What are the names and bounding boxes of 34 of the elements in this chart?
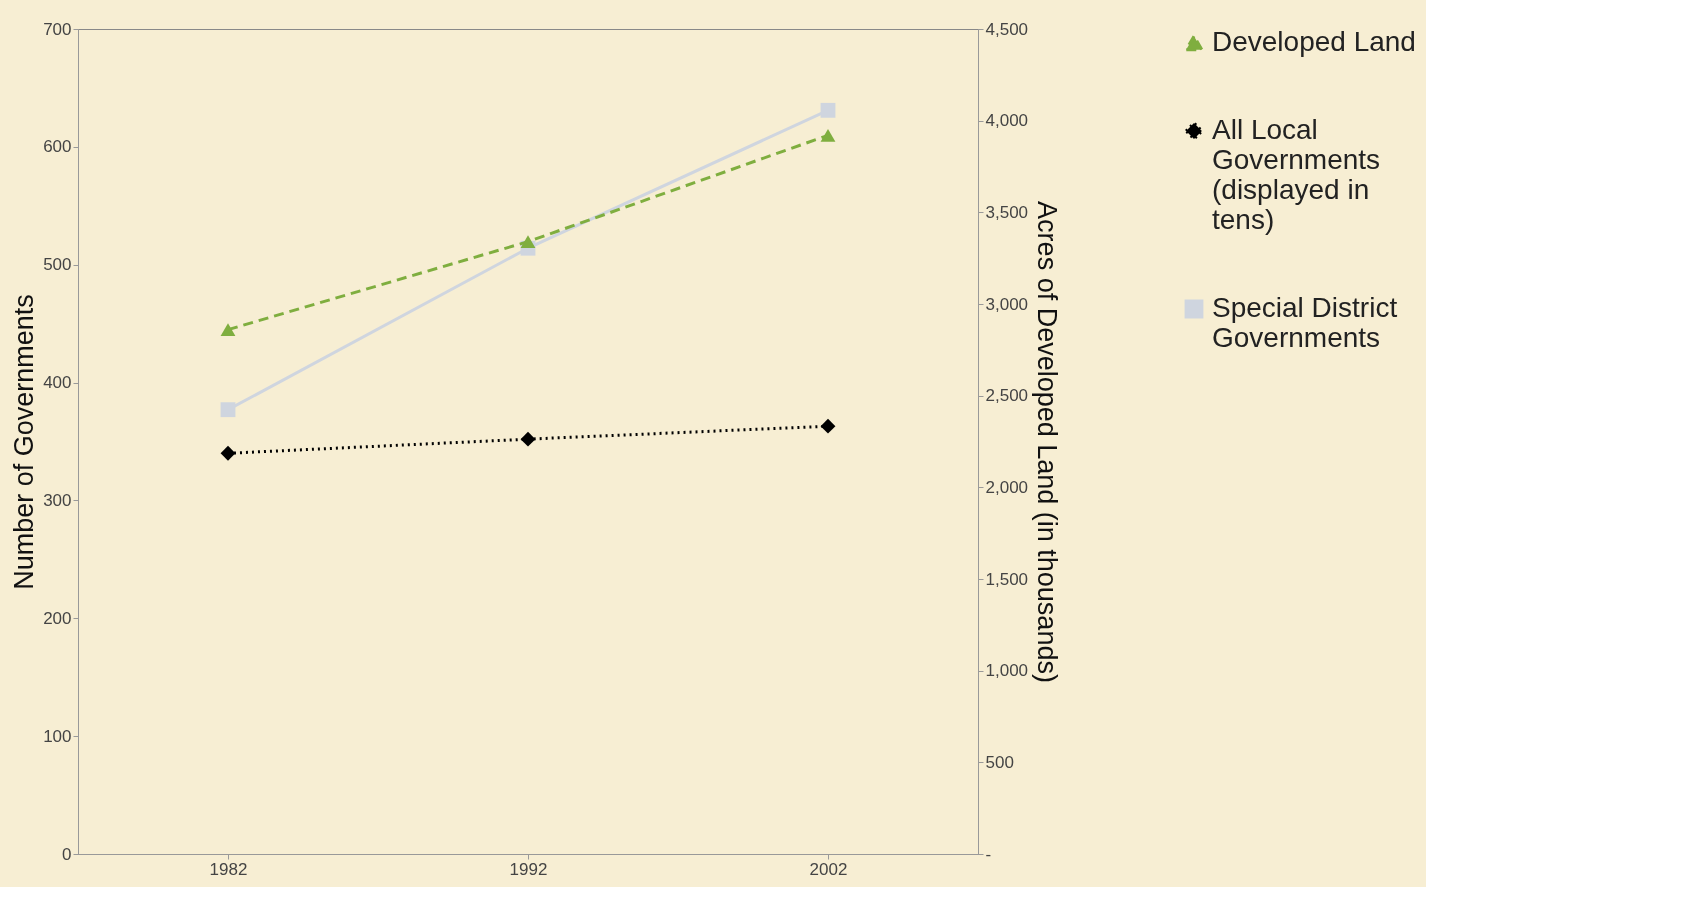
- y2-tick-label: -: [985, 844, 992, 864]
- y2-axis-title: Acres of Developed Land (in thousands): [1032, 201, 1063, 683]
- y-tick-label: 700: [43, 19, 72, 39]
- point: [820, 102, 836, 118]
- point: [220, 445, 236, 461]
- y2-tick-label: 500: [985, 752, 1014, 772]
- x-tick-label: 2002: [809, 859, 848, 879]
- legend-label: Special District Governments: [1212, 292, 1398, 353]
- point: [220, 402, 236, 418]
- y-tick-label: 600: [43, 137, 72, 157]
- y2-tick-label: 2,000: [985, 477, 1029, 497]
- y2-tick-label: 2,500: [985, 386, 1029, 406]
- y2-tick-label: 1,000: [985, 661, 1029, 681]
- y2-tick-label: 4,500: [985, 19, 1029, 39]
- point: [220, 323, 236, 337]
- y-tick-label: 0: [62, 844, 72, 864]
- y2-tick-label: 3,000: [985, 294, 1029, 314]
- point: [820, 128, 836, 142]
- y-tick-label: 500: [43, 255, 72, 275]
- x-tick-label: 1992: [509, 859, 548, 879]
- y-tick-label: 300: [43, 490, 72, 510]
- point: [820, 418, 836, 434]
- legend-label: Developed Land: [1212, 26, 1416, 57]
- x-tick-label: 1982: [209, 859, 248, 879]
- legend-label: All Local Governments (displayed in tens): [1212, 114, 1381, 235]
- y-axis-title: Number of Governments: [9, 294, 40, 590]
- point: [520, 235, 536, 249]
- y-tick-label: 100: [43, 726, 72, 746]
- y2-tick-label: 3,500: [985, 202, 1029, 222]
- y-tick-label: 200: [43, 608, 72, 628]
- y-tick-label: 400: [43, 373, 72, 393]
- y2-tick-label: 4,000: [985, 111, 1029, 131]
- point: [520, 431, 536, 447]
- y2-tick-label: 1,500: [985, 569, 1029, 589]
